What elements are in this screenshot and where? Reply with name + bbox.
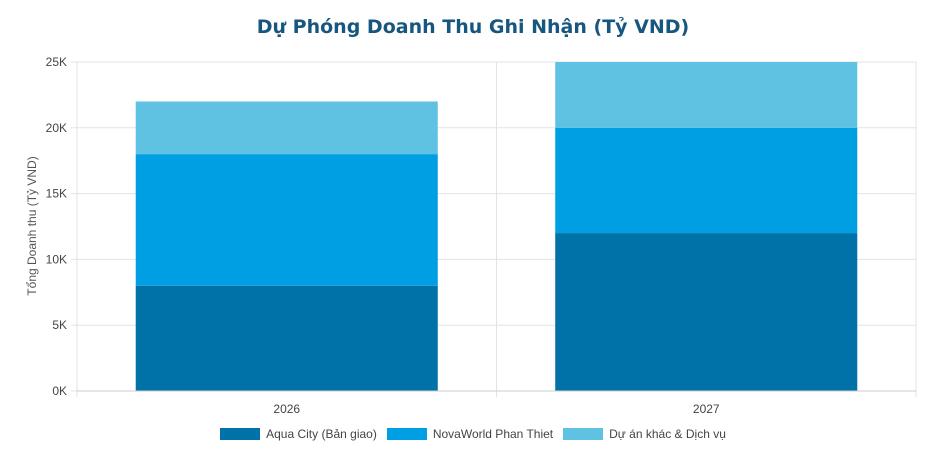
y-axis-title: Tổng Doanh thu (Tỷ VND) <box>25 156 39 295</box>
bar-series <box>135 62 858 391</box>
y-tick-label: 5K <box>52 318 67 332</box>
bar-segment-2026-series-3[interactable] <box>135 101 438 155</box>
y-tick-label: 0K <box>52 384 67 398</box>
x-tick-label: 2027 <box>693 402 720 416</box>
legend-swatch <box>220 428 261 440</box>
chart-title: Dự Phóng Doanh Thu Ghi Nhận (Tỷ VND) <box>256 16 690 38</box>
legend-item[interactable]: Dự án khác & Dịch vụ <box>563 427 726 441</box>
y-tick-labels: 0K 5K 10K 15K 20K 25K <box>46 55 67 398</box>
legend-label: Aqua City (Bản giao) <box>266 427 377 441</box>
bar-segment-2027-series-2[interactable] <box>555 127 858 234</box>
y-tick-label: 10K <box>46 252 67 266</box>
y-tick-label: 25K <box>46 55 67 69</box>
legend-item[interactable]: NovaWorld Phan Thiet <box>386 427 554 441</box>
legend-label: NovaWorld Phan Thiet <box>432 427 554 441</box>
bar-segment-2027-series-3[interactable] <box>555 62 858 128</box>
x-tick-labels: 2026 2027 <box>273 402 720 416</box>
bar-segment-2026-series-2[interactable] <box>135 154 438 286</box>
legend-swatch <box>386 428 427 440</box>
x-tick-label: 2026 <box>273 402 300 416</box>
y-tick-label: 20K <box>46 121 67 135</box>
bar-segment-2027-series-1[interactable] <box>555 233 858 391</box>
bar-segment-2026-series-1[interactable] <box>135 285 438 391</box>
legend-item[interactable]: Aqua City (Bản giao) <box>220 427 377 441</box>
legend-swatch <box>563 428 604 440</box>
y-tick-label: 15K <box>46 187 67 201</box>
legend: Aqua City (Bản giao) NovaWorld Phan Thiet… <box>0 427 946 441</box>
legend-label: Dự án khác & Dịch vụ <box>609 427 726 441</box>
